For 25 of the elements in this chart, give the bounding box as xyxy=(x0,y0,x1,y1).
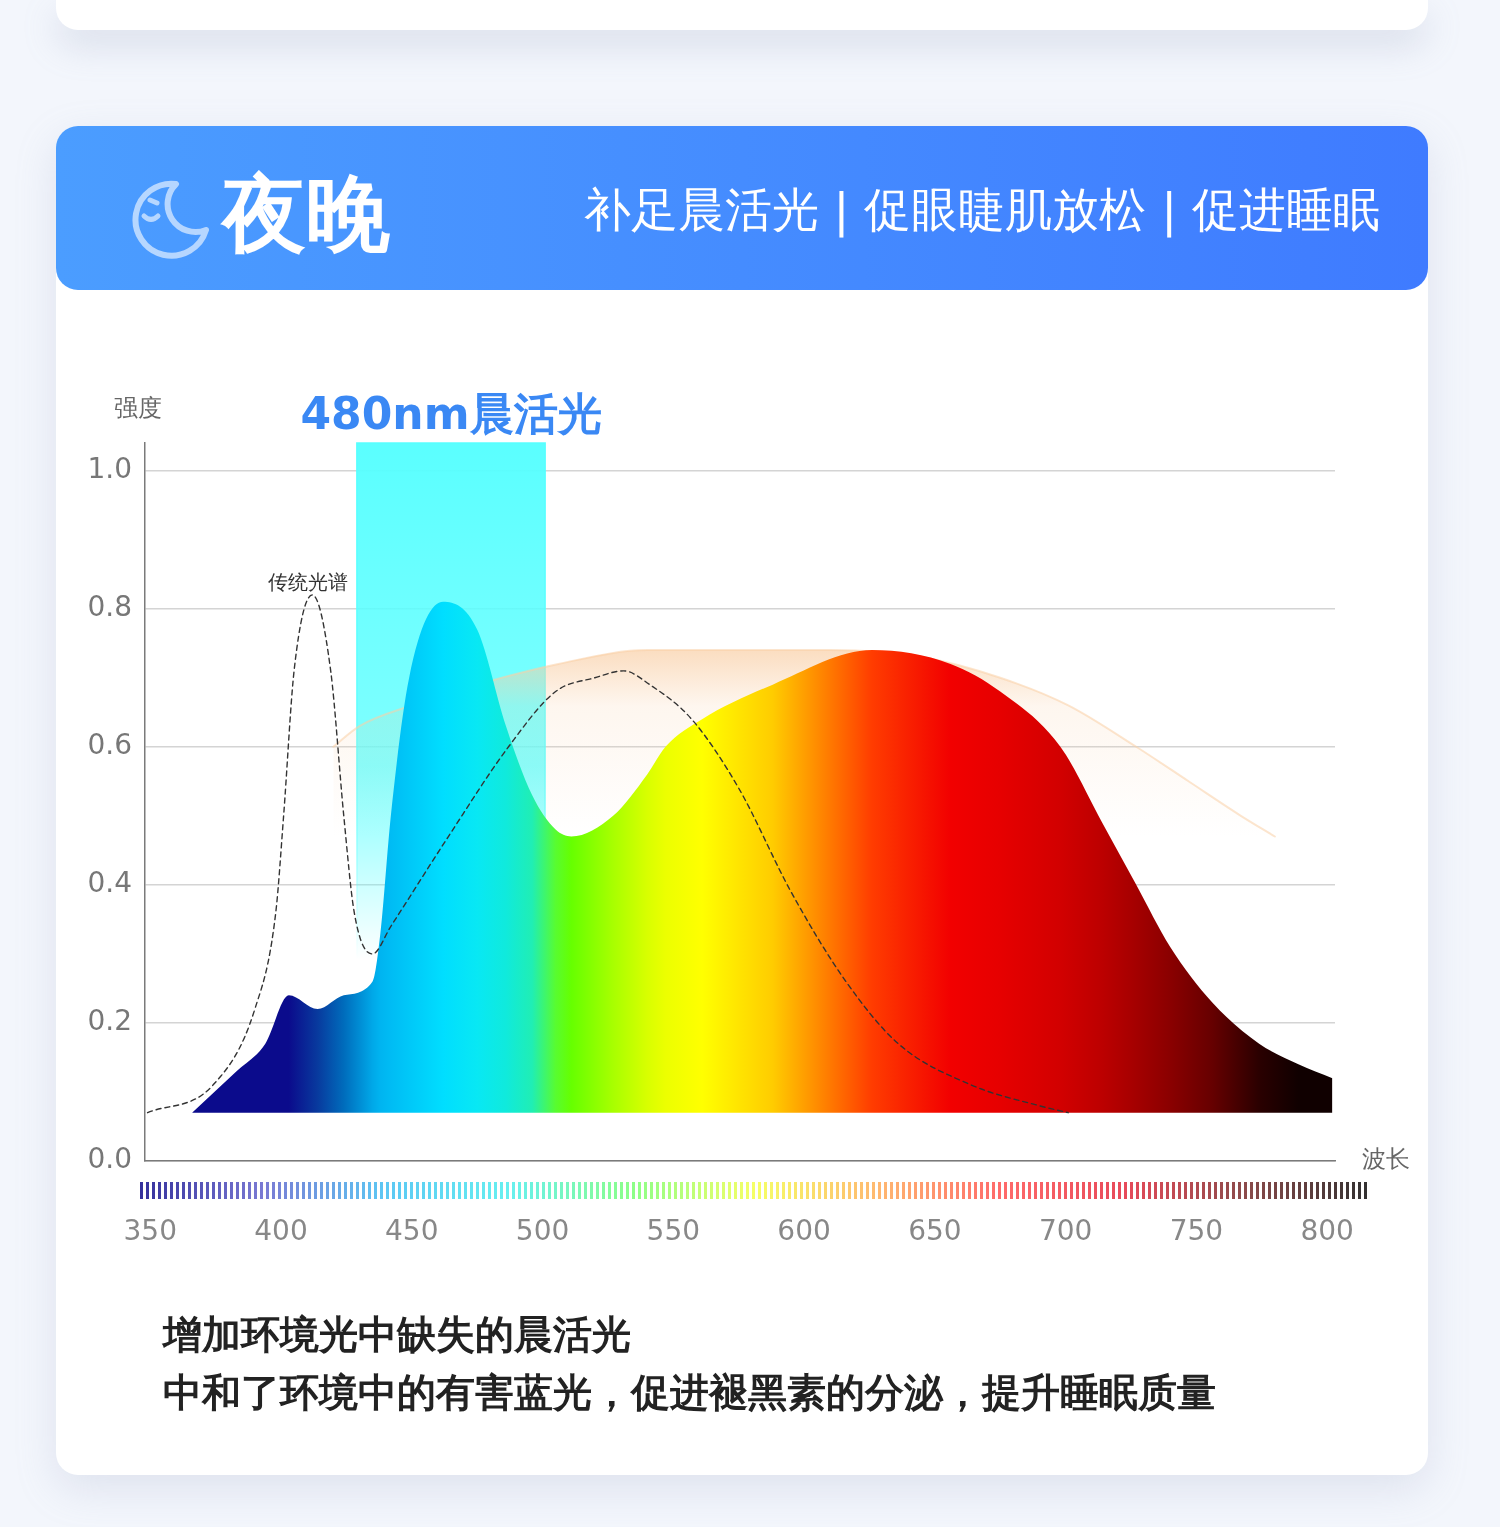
text: 中和了环境中的有害蓝光，促进褪黑素的分泌，提升睡眠质量 xyxy=(163,1369,1216,1417)
x-tick-label: 750 xyxy=(1169,1214,1224,1248)
y-tick-label: 0.2 xyxy=(87,1004,132,1038)
x-tick-label: 400 xyxy=(254,1214,308,1248)
text: 增加环境光中缺失的晨活光 xyxy=(163,1311,632,1359)
x-tick-label: 700 xyxy=(1038,1214,1093,1248)
x-tick-label: 550 xyxy=(646,1214,701,1248)
x-tick-label: 450 xyxy=(385,1214,439,1248)
band-label: 480nm晨活光 xyxy=(300,388,602,440)
x-tick-label: 800 xyxy=(1300,1214,1354,1248)
x-tick-label: 500 xyxy=(515,1214,570,1248)
chart-title: 夜晚 xyxy=(222,164,390,265)
line-series xyxy=(146,594,1069,1114)
y-tick-label: 0.8 xyxy=(87,589,132,623)
x-axis-title: 波长 xyxy=(1362,1145,1410,1174)
y-tick-label: 0.0 xyxy=(87,1142,132,1176)
series-label: 传统光谱 xyxy=(268,570,349,595)
y-tick-label: 0.6 xyxy=(87,728,132,762)
x-tick-label: 350 xyxy=(123,1214,177,1248)
y-axis-title: 强度 xyxy=(114,394,162,423)
chart-subtitle: 补足晨活光 | 促眼睫肌放松 | 促进睡眠 xyxy=(583,181,1380,240)
x-tick-label: 600 xyxy=(777,1214,831,1248)
x-tick-label: 650 xyxy=(908,1214,962,1248)
y-tick-label: 0.4 xyxy=(87,866,132,900)
y-tick-label: 1.0 xyxy=(87,451,132,485)
